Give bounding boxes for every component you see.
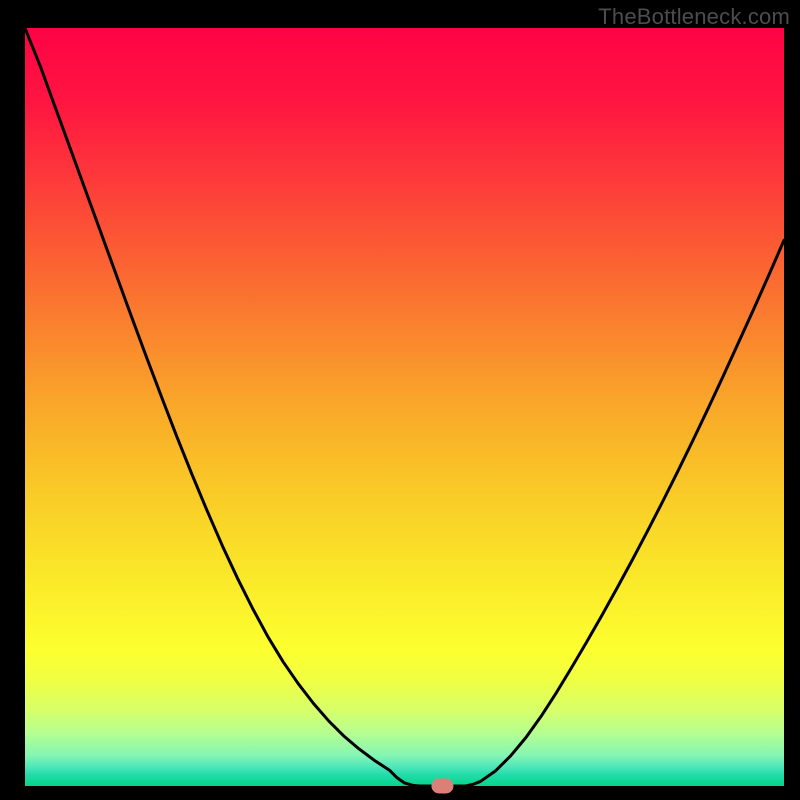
watermark-text: TheBottleneck.com xyxy=(598,4,790,30)
gradient-background xyxy=(25,28,784,786)
bottleneck-chart: TheBottleneck.com xyxy=(0,0,800,800)
optimal-marker xyxy=(432,779,453,793)
chart-svg xyxy=(0,0,800,800)
